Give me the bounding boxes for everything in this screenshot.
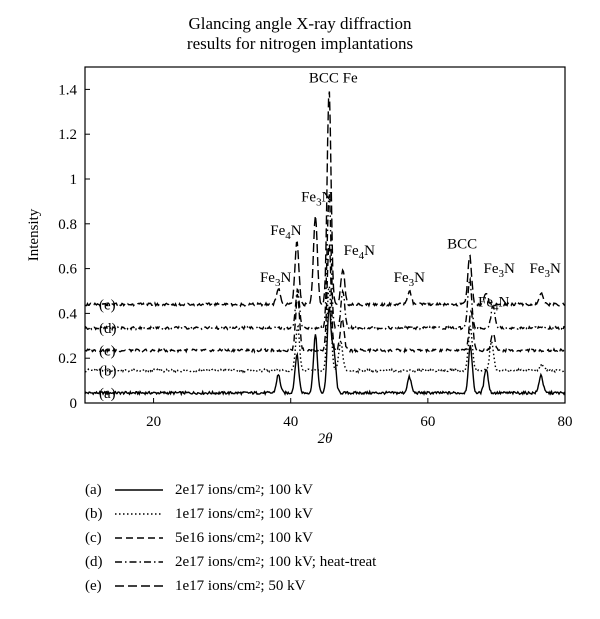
legend-series-id: (a)	[85, 481, 102, 498]
series-label-a: (a)	[99, 386, 116, 402]
peak-annotation: Fe3N	[483, 261, 514, 280]
y-tick-label: 1	[70, 172, 78, 188]
x-tick-label: 60	[420, 414, 435, 430]
legend-line-swatch	[115, 561, 163, 563]
y-tick-label: 1.2	[58, 127, 77, 143]
peak-annotation: Fe3N	[260, 270, 292, 289]
legend-conditions: ; 100 kV; heat-treat	[260, 553, 377, 570]
peak-annotation: Fe4N	[344, 243, 376, 262]
x-tick-label: 20	[146, 414, 161, 430]
peak-annotation: Fe3N	[301, 189, 333, 208]
legend-series-id: (d)	[85, 553, 103, 570]
peak-annotation: Fe4N	[478, 295, 509, 314]
y-tick-label: 0.4	[58, 306, 77, 322]
peak-annotation: Fe3N	[394, 270, 426, 289]
chart-title-line-1: Glancing angle X-ray diffraction	[188, 14, 412, 33]
legend-description: 2e17 ions/cm	[175, 553, 256, 570]
legend-line-swatch	[115, 585, 163, 587]
legend-description: 1e17 ions/cm	[175, 577, 256, 594]
legend-description: 2e17 ions/cm	[175, 481, 256, 498]
series-label-c: (c)	[99, 343, 116, 359]
legend-item-c: (c) 5e16 ions/cm 2; 100 kV	[85, 529, 313, 546]
legend-series-id: (c)	[85, 529, 102, 546]
legend-description: 5e16 ions/cm	[175, 529, 256, 546]
x-axis-label: 2θ	[318, 431, 334, 447]
series-label-e: (e)	[99, 297, 116, 313]
chart-title-line-2: results for nitrogen implantations	[186, 34, 414, 53]
legend-conditions: ; 100 kV	[260, 505, 313, 522]
peak-annotation: BCC Fe	[309, 71, 358, 87]
series-line-a	[84, 306, 566, 397]
series-label-d: (d)	[99, 321, 117, 337]
legend-description: 1e17 ions/cm	[175, 505, 256, 522]
y-tick-label: 1.4	[58, 82, 77, 98]
series-line-c	[84, 244, 565, 354]
legend-conditions: ; 100 kV	[260, 481, 313, 498]
legend-line-swatch	[115, 489, 163, 491]
peak-annotation: BCC	[447, 236, 477, 252]
legend-conditions: ; 50 kV	[260, 577, 306, 594]
series-line-b	[84, 286, 566, 374]
legend-item-d: (d) 2e17 ions/cm 2; 100 kV; heat-treat	[85, 553, 377, 570]
diffraction-chart: 20 40 60 80 0 0.2 0.4 0.6 0.8 1 1.2 1.4 2θ Intensity (…	[26, 66, 573, 447]
series-line-d	[84, 194, 565, 332]
y-tick-label: 0	[70, 396, 78, 412]
chart-legend: (a) 2e17 ions/cm 2; 100 kV (b) 1e17 ions/cm 2…	[85, 478, 376, 598]
y-tick-label: 0.8	[58, 217, 77, 233]
y-axis-label: Intensity	[26, 208, 42, 261]
plot-frame	[84, 66, 566, 404]
legend-series-id: (e)	[85, 577, 102, 594]
legend-item-a: (a) 2e17 ions/cm 2; 100 kV	[85, 481, 313, 498]
peak-annotation: Fe4N	[270, 223, 302, 242]
y-tick-label: 0.6	[58, 262, 77, 278]
x-tick-label: 40	[283, 414, 298, 430]
series-label-b: (b)	[99, 364, 117, 380]
legend-conditions: ; 100 kV	[260, 529, 313, 546]
legend-line-swatch	[115, 513, 163, 515]
peak-annotation: Fe3N	[529, 261, 561, 280]
y-tick-label: 0.2	[58, 351, 77, 367]
legend-line-swatch	[115, 537, 163, 539]
legend-item-e: (e) 1e17 ions/cm 2; 50 kV	[85, 577, 306, 594]
legend-series-id: (b)	[85, 505, 103, 522]
x-tick-label: 80	[558, 414, 573, 430]
series-line-e	[84, 91, 566, 308]
legend-item-b: (b) 1e17 ions/cm 2; 100 kV	[85, 505, 313, 522]
